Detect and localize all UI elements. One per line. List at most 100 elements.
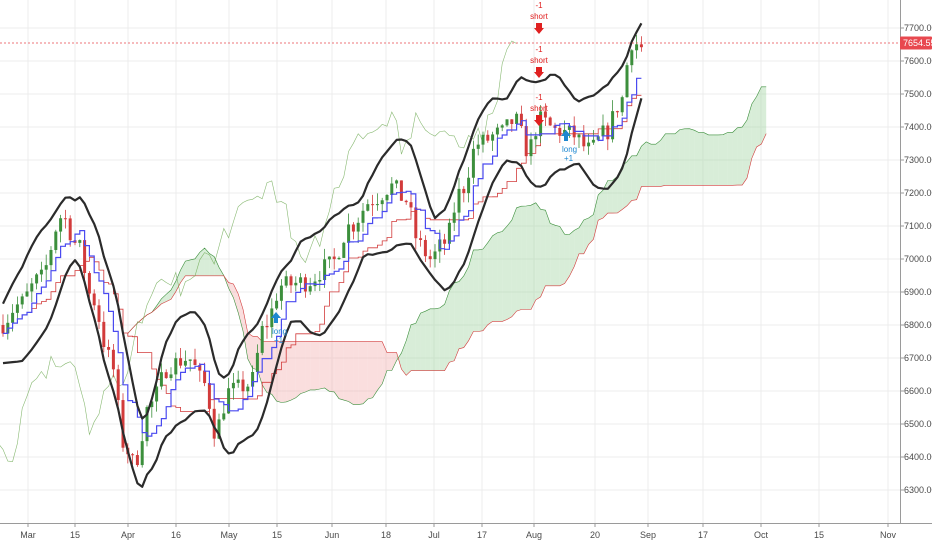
cloud-segment — [329, 341, 335, 392]
cloud-segment — [339, 341, 344, 401]
x-axis[interactable]: Mar 15 Apr 16 May 15 Jun 18 Jul 17 Aug 20 Sep 17 Oct 15… — [20, 523, 896, 540]
long-signal-label: long — [562, 145, 577, 154]
conversion-line — [3, 77, 642, 437]
candle-body — [44, 265, 48, 270]
candle-body — [428, 256, 432, 260]
cloud-segment — [204, 248, 210, 276]
cloud-segment — [636, 146, 642, 200]
candle-body — [323, 259, 327, 281]
cloud-segment — [703, 132, 709, 186]
candle-body — [347, 224, 351, 243]
cloud-segment — [564, 234, 570, 284]
candle-body — [639, 44, 643, 48]
candle-body — [121, 400, 125, 448]
candle-body — [486, 134, 490, 141]
cloud-segment — [199, 248, 205, 276]
candle-body — [510, 119, 514, 124]
candle-body — [20, 296, 24, 305]
last-price-tag: 7654.55 — [900, 36, 932, 50]
y-axis[interactable]: 6300.00 6400.00 6500.00 6600.00 6700.00 6800.… — [900, 23, 932, 495]
cloud-segment — [665, 133, 671, 186]
candle-body — [457, 188, 461, 213]
cloud-segment — [583, 218, 589, 254]
cloud-segment — [161, 294, 167, 304]
candle-body — [519, 113, 523, 127]
candle-body — [54, 231, 58, 250]
candle-body — [332, 256, 336, 260]
cloud-segment — [660, 133, 666, 187]
cloud-segment — [420, 311, 426, 371]
candle-body — [625, 65, 629, 98]
candle-body — [356, 222, 360, 232]
cloud-segment — [387, 352, 392, 371]
cloud-segment — [459, 275, 464, 349]
short-signal-label: short — [530, 104, 549, 113]
cloud-segment — [511, 207, 517, 317]
cloud-segment — [291, 341, 296, 401]
cloud-segment — [751, 96, 757, 159]
x-tick-label: 17 — [698, 530, 708, 540]
candle-body — [15, 304, 19, 313]
candle-body — [630, 50, 634, 66]
candle-body — [433, 251, 437, 260]
cloud-segment — [531, 202, 536, 310]
candle-body — [505, 119, 509, 126]
candle-body — [467, 177, 471, 194]
candle-body — [131, 454, 135, 456]
cloud-segment — [377, 341, 383, 391]
candle-body — [308, 286, 312, 292]
candle-body — [227, 388, 231, 414]
long-arrow-icon — [271, 312, 281, 323]
candle-body — [620, 97, 624, 113]
candle-body — [102, 321, 106, 347]
cloud-segment — [449, 282, 455, 363]
cloud-segment — [555, 225, 560, 286]
cloud-segment — [756, 86, 762, 147]
cloud-segment — [732, 127, 738, 186]
candle-body — [275, 300, 279, 309]
candle-body — [611, 111, 615, 140]
cloud-segment — [603, 180, 608, 218]
candle-body — [500, 125, 504, 128]
candle-body — [635, 44, 639, 51]
cloud-segment — [435, 307, 440, 371]
x-tick-label: 15 — [814, 530, 824, 540]
cloud-segment — [363, 341, 368, 404]
candle-body — [183, 360, 187, 366]
cloud-segment — [276, 341, 282, 403]
candle-body — [515, 113, 519, 124]
x-tick-label: Nov — [880, 530, 897, 540]
x-tick-label: Oct — [754, 530, 769, 540]
candle-body — [159, 372, 163, 387]
candle-body — [107, 346, 111, 350]
candle-body — [188, 359, 192, 361]
y-tick-label: 6900.00 — [904, 287, 932, 297]
candle-body — [582, 134, 586, 147]
candle-body — [145, 407, 149, 442]
cloud-segment — [723, 132, 728, 186]
candle-body — [35, 274, 39, 284]
candle-body — [260, 325, 264, 353]
cloud-segment — [675, 129, 680, 186]
cloud-segment — [463, 266, 469, 348]
short-signal-size: -1 — [535, 1, 543, 10]
lagging-span-line — [0, 40, 517, 462]
cloud-segment — [540, 209, 546, 297]
candle-body — [236, 379, 240, 383]
cloud-segment — [502, 226, 507, 322]
candle-body — [558, 127, 562, 136]
cloud-segment — [684, 128, 690, 186]
candle-body — [294, 282, 298, 286]
cloud-segment — [708, 134, 714, 186]
candle-body — [443, 239, 447, 244]
cloud-segment — [617, 165, 623, 213]
cloud-segment — [171, 281, 176, 300]
cloud-segment — [559, 226, 565, 286]
cloud-segment — [670, 133, 675, 186]
candle-body — [577, 134, 581, 138]
short-signal-label: short — [530, 12, 549, 21]
x-tick-label: Jul — [428, 530, 440, 540]
cloud-segment — [430, 308, 435, 371]
cloud-segment — [348, 341, 354, 405]
